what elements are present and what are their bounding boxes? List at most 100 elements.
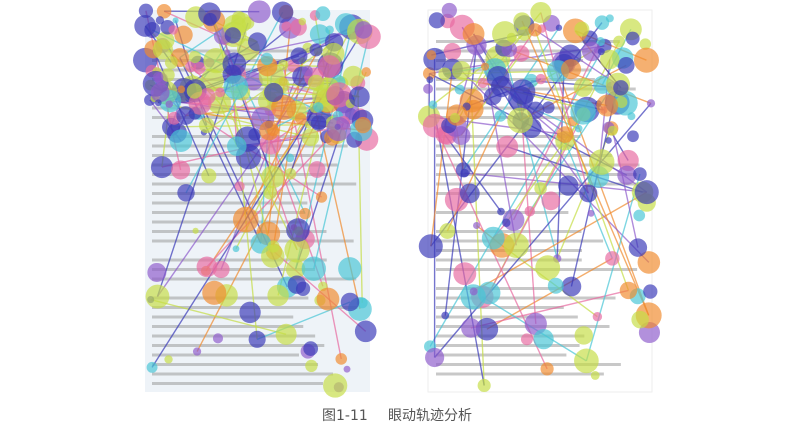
- text-line: [436, 315, 578, 319]
- fixation: [428, 12, 445, 29]
- saccade: [444, 134, 502, 212]
- fixation: [520, 333, 533, 346]
- fixation: [343, 365, 351, 373]
- fixation: [335, 353, 348, 365]
- fixation: [212, 333, 224, 344]
- fixation: [497, 207, 505, 216]
- fixation: [147, 262, 167, 282]
- fixation: [540, 362, 554, 376]
- fixation: [201, 168, 217, 184]
- fixation: [627, 130, 639, 143]
- text-line: [436, 68, 592, 72]
- fixation: [582, 41, 602, 62]
- saccade: [150, 298, 287, 335]
- text-line: [436, 353, 567, 357]
- text-line: [436, 40, 620, 43]
- fixation: [192, 227, 199, 234]
- fixation: [239, 301, 261, 324]
- fixation: [260, 52, 273, 66]
- fixation: [290, 47, 308, 65]
- text-line: [152, 372, 334, 376]
- fixation: [428, 100, 438, 109]
- fixation: [309, 24, 330, 45]
- text-line: [436, 372, 604, 376]
- text-line: [436, 296, 616, 300]
- fixation: [426, 76, 434, 84]
- fixation: [152, 71, 164, 83]
- fixation: [477, 77, 488, 89]
- fixation: [326, 82, 352, 108]
- fixation: [354, 21, 373, 39]
- fixation: [348, 86, 370, 108]
- fixation: [165, 100, 174, 108]
- saccade: [486, 257, 613, 330]
- fixation: [196, 256, 218, 278]
- fixation: [425, 347, 445, 368]
- saccade: [512, 41, 602, 221]
- fixation: [633, 209, 646, 222]
- fixation: [605, 137, 612, 144]
- fixation: [150, 83, 170, 103]
- text-line: [152, 220, 305, 224]
- fixation: [259, 120, 279, 141]
- text-line: [436, 230, 582, 233]
- fixation: [185, 61, 197, 73]
- fixation: [264, 82, 284, 103]
- fixation: [561, 276, 582, 297]
- fixation: [592, 311, 603, 322]
- fixation: [154, 99, 162, 107]
- fixation: [317, 55, 341, 78]
- fixation: [294, 112, 307, 125]
- saccade: [585, 173, 641, 362]
- fixation: [301, 65, 313, 77]
- gaze-plot: [133, 0, 662, 398]
- fixation: [579, 184, 598, 203]
- fixation: [286, 218, 310, 242]
- fixation: [443, 42, 462, 61]
- fixation: [152, 39, 173, 60]
- saccade: [473, 191, 648, 293]
- fixation: [558, 175, 579, 196]
- fixation: [535, 255, 561, 281]
- fixation: [223, 74, 249, 100]
- fixation: [524, 206, 536, 217]
- fixation: [215, 87, 225, 98]
- fixation: [530, 1, 552, 24]
- fixation: [607, 125, 618, 136]
- fixation: [161, 68, 175, 82]
- text-line: [436, 78, 595, 81]
- fixation: [198, 2, 221, 25]
- fixation: [574, 326, 593, 345]
- fixation: [528, 23, 542, 37]
- fixation: [459, 183, 480, 204]
- fixation: [633, 47, 659, 73]
- fixation: [275, 323, 297, 345]
- fixation: [639, 38, 652, 50]
- saccade: [470, 289, 629, 329]
- fixation: [287, 275, 307, 294]
- text-line: [436, 258, 582, 262]
- text-line: [152, 325, 304, 328]
- fixation: [507, 107, 533, 134]
- fixation: [168, 25, 178, 35]
- fixation: [232, 245, 240, 253]
- fixation: [203, 48, 229, 74]
- fixation: [588, 149, 615, 175]
- fixation: [590, 371, 600, 380]
- fixation: [241, 16, 255, 30]
- text-line: [436, 192, 586, 195]
- fixation: [496, 135, 519, 158]
- fixation: [169, 129, 193, 152]
- fixation: [613, 80, 629, 96]
- fixation: [198, 117, 215, 134]
- fixation: [646, 99, 656, 108]
- fixation: [596, 94, 619, 117]
- text-line: [152, 116, 339, 119]
- fixation: [200, 68, 224, 93]
- fixation: [202, 280, 227, 305]
- text-line: [152, 334, 316, 338]
- text-line: [152, 211, 305, 214]
- fixation: [309, 43, 323, 57]
- fixation: [176, 106, 195, 125]
